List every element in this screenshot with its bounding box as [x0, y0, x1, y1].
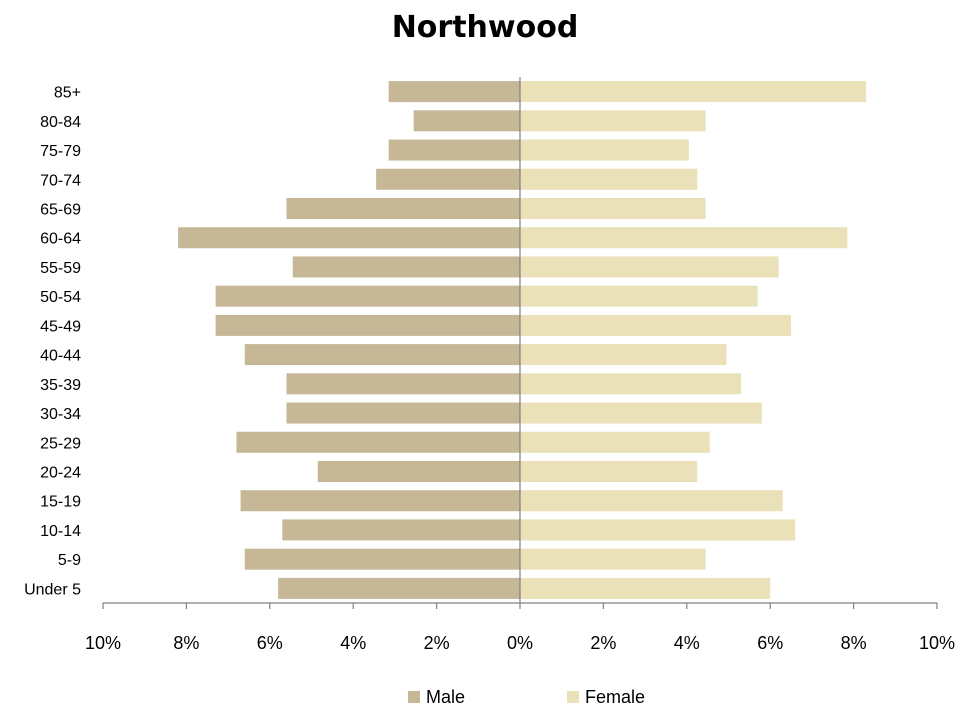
bar-male-35-39: [286, 373, 520, 395]
bar-female-85-: [520, 81, 867, 103]
bar-male-55-59: [292, 256, 520, 278]
category-label: 60-64: [40, 231, 81, 248]
x-tick-label: 6%: [257, 633, 283, 653]
bar-female-20-24: [520, 460, 698, 483]
category-label: 10-14: [40, 523, 81, 540]
bar-male-85-: [388, 81, 520, 103]
legend-label-female: Female: [585, 687, 645, 707]
bar-female-45-49: [520, 314, 792, 336]
bar-female-30-34: [520, 402, 762, 424]
bar-female-75-79: [520, 139, 689, 161]
category-label: 45-49: [40, 318, 81, 335]
bar-male-80-84: [413, 110, 520, 132]
bar-male-40-44: [244, 344, 520, 366]
category-labels: Under 5 5-9 10-14 15-19 20-24 25-29 30-34 35-39…: [24, 85, 81, 599]
x-tick-label: 4%: [674, 633, 700, 653]
bar-male-5-9: [244, 548, 520, 570]
category-label: 80-84: [40, 114, 81, 131]
category-label: 15-19: [40, 494, 81, 511]
bar-female-80-84: [520, 110, 706, 132]
x-tick-label: 6%: [757, 633, 783, 653]
bar-female-under-5: [520, 577, 771, 599]
bar-female-5-9: [520, 548, 706, 570]
category-label: 55-59: [40, 260, 81, 277]
bar-female-15-19: [520, 490, 783, 512]
x-tick-label: 0%: [507, 633, 533, 653]
bar-male-20-24: [317, 460, 520, 483]
bar-male-65-69: [286, 197, 520, 220]
legend: Male Female: [408, 687, 645, 707]
category-label: 5-9: [58, 552, 81, 569]
bar-female-55-59: [520, 256, 779, 278]
bar-female-40-44: [520, 344, 727, 366]
x-tick-label: 2%: [424, 633, 450, 653]
legend-swatch-female: [567, 691, 579, 703]
category-label: 25-29: [40, 435, 81, 452]
bar-male-70-74: [376, 168, 520, 190]
bar-female-70-74: [520, 168, 698, 190]
x-tick-label: 4%: [340, 633, 366, 653]
bar-male-15-19: [240, 490, 521, 512]
category-label: 20-24: [40, 465, 81, 482]
bar-male-30-34: [286, 402, 520, 424]
bar-male-10-14: [282, 519, 520, 541]
category-label: 40-44: [40, 348, 81, 365]
x-tick-label: 8%: [173, 633, 199, 653]
legend-swatch-male: [408, 691, 420, 703]
category-label: 30-34: [40, 406, 81, 423]
bar-male-75-79: [388, 139, 520, 161]
x-tick-label: 10%: [919, 633, 955, 653]
category-label: 85+: [54, 85, 81, 102]
bar-male-45-49: [215, 314, 520, 336]
legend-label-male: Male: [426, 687, 465, 707]
category-label: 75-79: [40, 143, 81, 160]
bar-female-25-29: [520, 431, 710, 453]
bar-female-50-54: [520, 285, 758, 307]
bar-male-50-54: [215, 285, 520, 307]
bar-female-65-69: [520, 197, 706, 220]
category-label: 35-39: [40, 377, 81, 394]
x-axis: 10% 8% 6% 4% 2% 0% 2% 4% 6% 8% 10%: [85, 77, 955, 653]
bar-female-35-39: [520, 373, 742, 395]
category-label: 70-74: [40, 172, 81, 189]
category-label: 50-54: [40, 289, 81, 306]
x-tick-label: 2%: [590, 633, 616, 653]
category-label: 65-69: [40, 202, 81, 219]
x-tick-label: 10%: [85, 633, 121, 653]
x-tick-label: 8%: [841, 633, 867, 653]
bar-male-25-29: [236, 431, 520, 453]
bar-male-60-64: [178, 227, 520, 249]
bar-female-60-64: [520, 227, 848, 249]
chart-title: Northwood: [392, 10, 579, 45]
bars-layer: [178, 81, 867, 599]
category-label: Under 5: [24, 581, 81, 598]
bar-female-10-14: [520, 519, 796, 541]
bar-male-under-5: [278, 577, 520, 599]
